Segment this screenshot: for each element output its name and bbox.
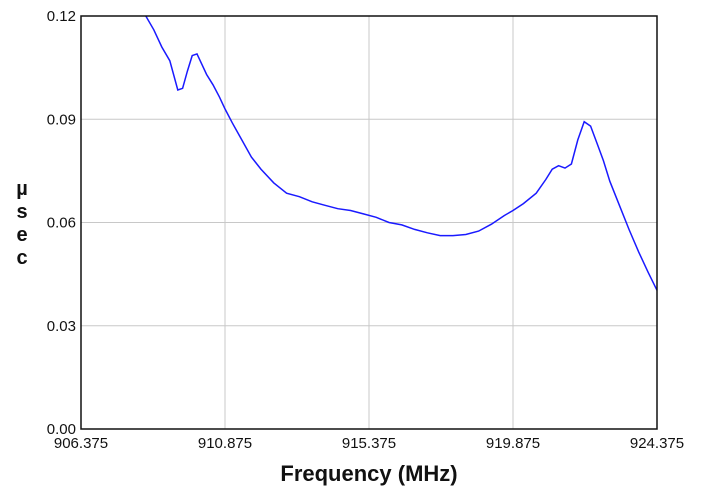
x-tick-label: 924.375 (630, 435, 684, 452)
y-tick-labels: 0.00 0.03 0.06 0.09 0.12 (47, 8, 76, 438)
plot-frame (80, 15, 658, 430)
y-tick-label: 0.09 (47, 111, 76, 128)
y-axis-title-char: s (16, 201, 27, 223)
x-tick-label: 906.375 (54, 435, 108, 452)
x-tick-label: 910.875 (198, 435, 252, 452)
series-line (145, 15, 658, 291)
y-tick-label: 0.12 (47, 8, 76, 25)
y-tick-label: 0.03 (47, 318, 76, 335)
x-axis-title: Frequency (MHz) (280, 461, 457, 486)
gridlines (81, 16, 657, 429)
y-tick-label: 0.06 (47, 215, 76, 232)
y-axis-title-char: µ (16, 178, 28, 200)
x-tick-label: 915.375 (342, 435, 396, 452)
y-tick-label: 0.00 (47, 421, 76, 438)
x-tick-labels: 906.375 910.875 915.375 919.875 924.375 (54, 435, 684, 452)
y-axis-title-char: e (16, 224, 27, 246)
y-axis-title-char: c (16, 247, 27, 269)
x-tick-label: 919.875 (486, 435, 540, 452)
